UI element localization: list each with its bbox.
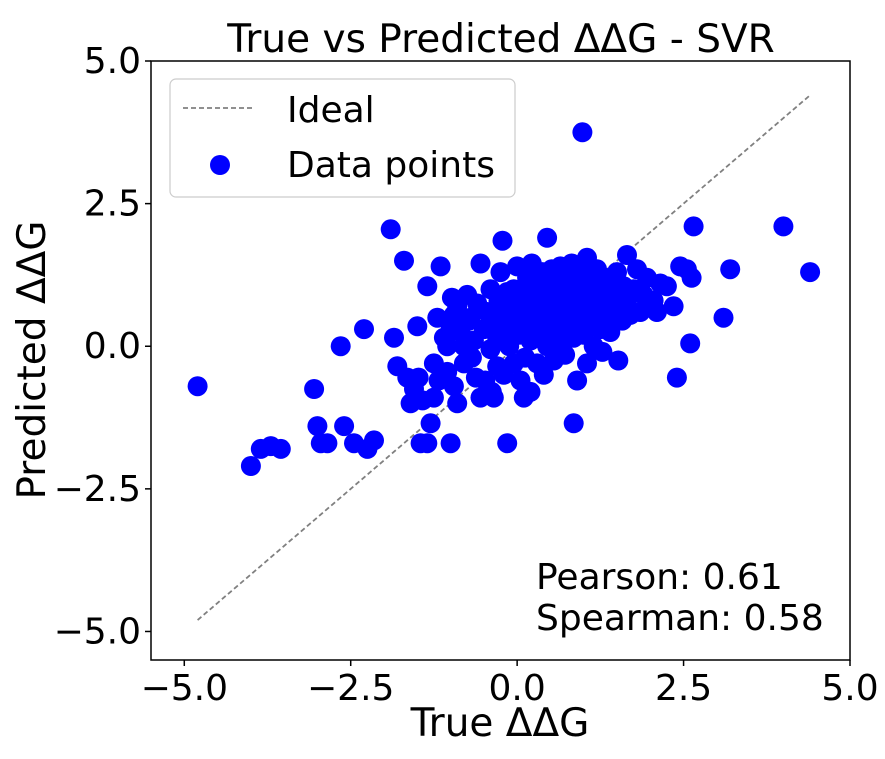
- pearson-annotation: Pearson: 0.61: [536, 557, 783, 598]
- data-point: [394, 250, 414, 271]
- data-point: [563, 270, 584, 291]
- data-point: [537, 227, 558, 248]
- data-point: [683, 216, 704, 237]
- data-point: [577, 353, 597, 374]
- data-point: [663, 296, 684, 317]
- data-point: [497, 282, 518, 302]
- data-point: [307, 416, 328, 437]
- data-point: [592, 341, 613, 362]
- data-point: [465, 367, 486, 388]
- y-tick-label: 2.5: [84, 184, 141, 225]
- data-point: [334, 416, 355, 437]
- data-point: [384, 327, 404, 348]
- y-axis-label: Predicted ΔΔG: [10, 220, 55, 499]
- data-point: [380, 219, 401, 240]
- x-tick-label: −5.0: [141, 668, 228, 709]
- data-point: [492, 230, 513, 251]
- y-tick-label: −2.5: [54, 469, 141, 510]
- chart-title: True vs Predicted ΔΔG - SVR: [226, 17, 775, 62]
- data-point: [187, 376, 208, 397]
- y-tick-label: 5.0: [84, 41, 141, 82]
- data-point: [666, 367, 687, 388]
- data-point: [447, 393, 468, 414]
- data-point: [443, 376, 464, 397]
- x-tick-label: 5.0: [821, 668, 878, 709]
- data-point: [437, 336, 458, 357]
- data-point: [533, 364, 554, 385]
- data-point: [800, 262, 821, 283]
- ideal-line: [197, 94, 811, 621]
- data-point: [440, 433, 461, 454]
- legend: Ideal Data points: [169, 78, 516, 198]
- data-point: [317, 433, 338, 454]
- data-point: [459, 310, 480, 331]
- plot-area: [187, 94, 821, 621]
- data-point: [417, 276, 438, 297]
- data-point: [423, 387, 444, 408]
- x-tick-label: −2.5: [307, 668, 394, 709]
- x-axis-label: True ΔΔG: [410, 701, 590, 746]
- data-point: [497, 433, 518, 454]
- legend-ideal-label: Ideal: [287, 90, 375, 131]
- data-point: [487, 327, 508, 348]
- data-point: [567, 370, 588, 391]
- data-point: [304, 379, 325, 399]
- data-point: [555, 344, 576, 365]
- legend-data-points-label: Data points: [287, 145, 495, 186]
- data-point: [713, 307, 734, 328]
- data-point: [681, 267, 702, 288]
- data-point: [563, 413, 584, 434]
- axis-ticks: −5.0 −2.5 0.0 2.5 5.0 −5.0 −2.5 0.0 2.5 5.0: [54, 41, 879, 709]
- y-tick-label: 0.0: [84, 326, 141, 367]
- data-point: [572, 122, 593, 143]
- data-point: [608, 350, 629, 371]
- data-point: [461, 347, 482, 368]
- x-tick-label: 2.5: [655, 668, 712, 709]
- data-point: [364, 430, 384, 451]
- data-point: [500, 302, 521, 322]
- data-point: [720, 259, 741, 280]
- legend-data-points-swatch: [210, 155, 230, 175]
- data-point: [773, 216, 794, 237]
- data-point: [407, 316, 428, 337]
- legend-box: [169, 78, 516, 198]
- data-point: [427, 307, 448, 328]
- plot-frame: [150, 60, 851, 661]
- data-point: [656, 276, 677, 297]
- x-tick-label: 0.0: [489, 668, 546, 709]
- data-point: [240, 456, 261, 476]
- data-point: [680, 333, 701, 354]
- data-point: [270, 438, 291, 459]
- data-point: [330, 336, 351, 357]
- data-point: [354, 319, 374, 340]
- data-point: [430, 256, 451, 277]
- data-point: [513, 387, 534, 408]
- data-point: [417, 433, 438, 454]
- data-point: [646, 302, 667, 322]
- data-point: [490, 262, 511, 283]
- data-point: [617, 245, 637, 265]
- spearman-annotation: Spearman: 0.58: [536, 598, 824, 639]
- data-point: [483, 387, 504, 408]
- data-point: [443, 304, 464, 325]
- data-point: [408, 367, 429, 388]
- data-point: [577, 316, 597, 337]
- y-tick-label: −5.0: [54, 611, 141, 652]
- data-point: [420, 413, 441, 434]
- data-point: [537, 279, 558, 300]
- data-point: [470, 253, 491, 274]
- data-point: [630, 302, 651, 322]
